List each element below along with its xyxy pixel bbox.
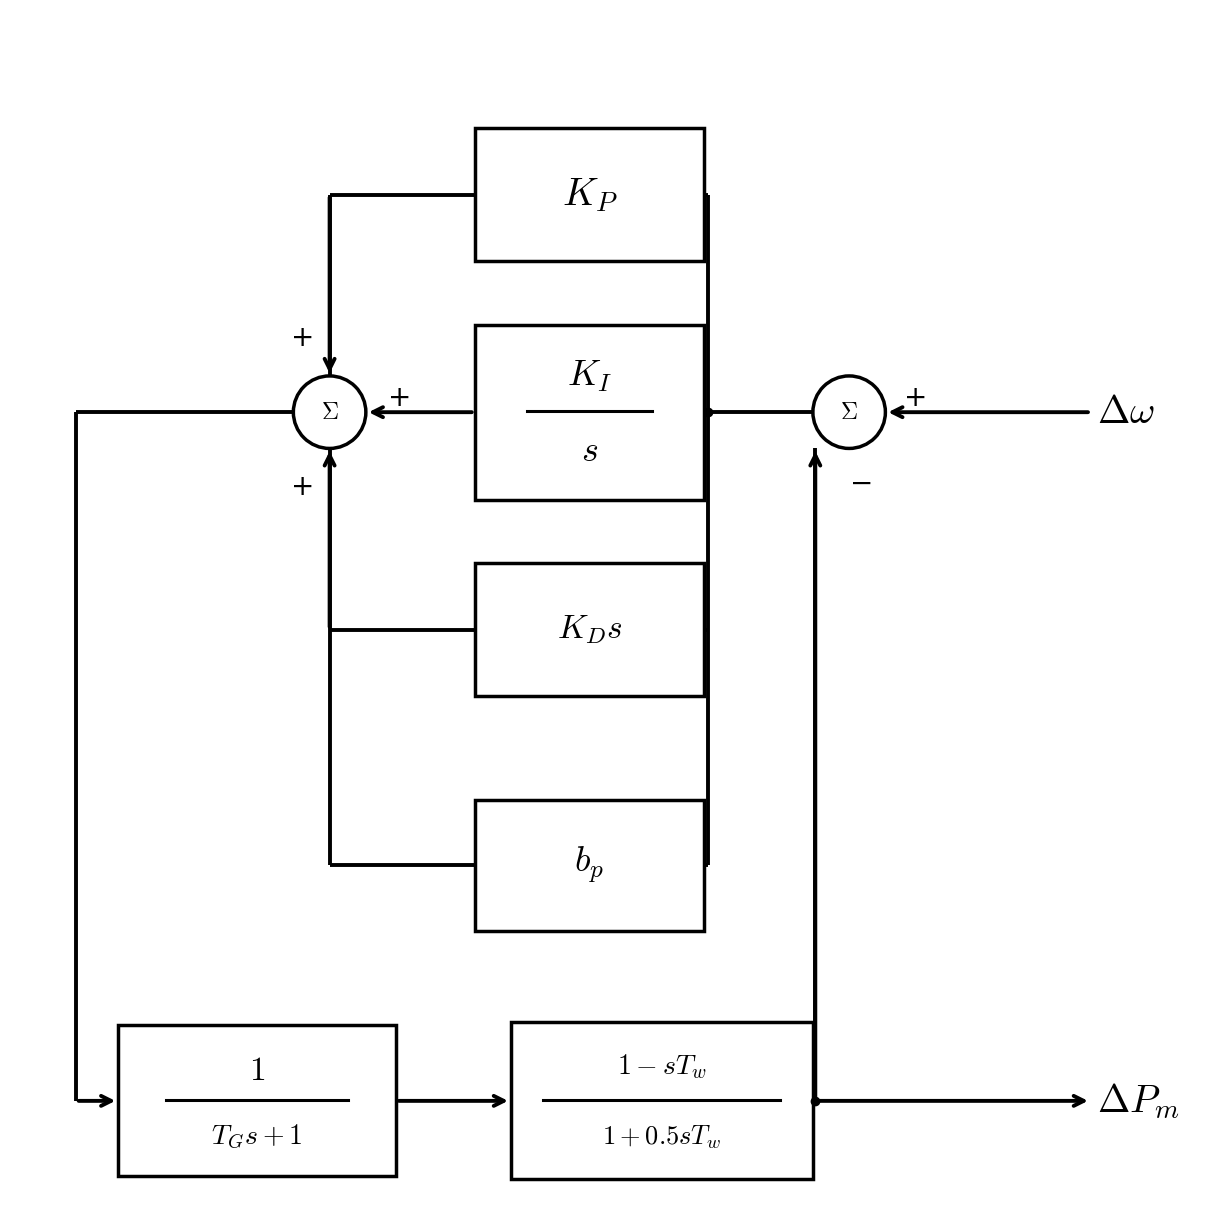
Text: $1+0.5sT_w$: $1+0.5sT_w$ — [603, 1124, 722, 1150]
Text: +: + — [388, 384, 411, 412]
Bar — [475, 800, 705, 930]
Text: $T_G s+1$: $T_G s+1$ — [211, 1123, 303, 1152]
Text: +: + — [292, 472, 315, 500]
Circle shape — [813, 375, 886, 448]
Text: $1-sT_w$: $1-sT_w$ — [617, 1052, 707, 1081]
Text: $\Delta\omega$: $\Delta\omega$ — [1097, 394, 1154, 431]
Text: $s$: $s$ — [581, 434, 598, 467]
Text: $\Sigma$: $\Sigma$ — [841, 400, 858, 424]
Text: $b_p$: $b_p$ — [575, 845, 604, 885]
Text: $K_D s$: $K_D s$ — [556, 613, 622, 647]
Bar — [510, 1022, 813, 1180]
Text: $K_P$: $K_P$ — [561, 176, 617, 213]
Bar — [118, 1026, 396, 1176]
Text: $K_I$: $K_I$ — [566, 358, 612, 394]
Bar — [475, 325, 705, 500]
Text: $\Sigma$: $\Sigma$ — [321, 400, 339, 424]
Text: +: + — [904, 384, 927, 412]
Bar — [475, 563, 705, 696]
Text: $1$: $1$ — [249, 1054, 265, 1087]
Bar — [475, 128, 705, 262]
Text: +: + — [292, 323, 315, 351]
Circle shape — [293, 375, 366, 448]
Text: $\Delta P_m$: $\Delta P_m$ — [1097, 1081, 1180, 1120]
Text: −: − — [849, 470, 872, 498]
